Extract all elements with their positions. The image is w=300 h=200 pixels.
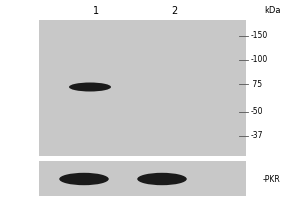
- Ellipse shape: [137, 173, 187, 185]
- Text: -PKR: -PKR: [262, 174, 280, 184]
- Text: kDa: kDa: [264, 6, 280, 15]
- Text: -50: -50: [250, 108, 263, 116]
- Text: -37: -37: [250, 132, 263, 140]
- FancyBboxPatch shape: [39, 20, 246, 156]
- Text: 2: 2: [171, 6, 177, 16]
- Text: -150: -150: [250, 31, 268, 40]
- Text: 75: 75: [250, 80, 262, 88]
- Text: 1: 1: [93, 6, 99, 16]
- Ellipse shape: [59, 173, 109, 185]
- FancyBboxPatch shape: [39, 161, 246, 196]
- Ellipse shape: [69, 83, 111, 92]
- Text: -100: -100: [250, 55, 268, 64]
